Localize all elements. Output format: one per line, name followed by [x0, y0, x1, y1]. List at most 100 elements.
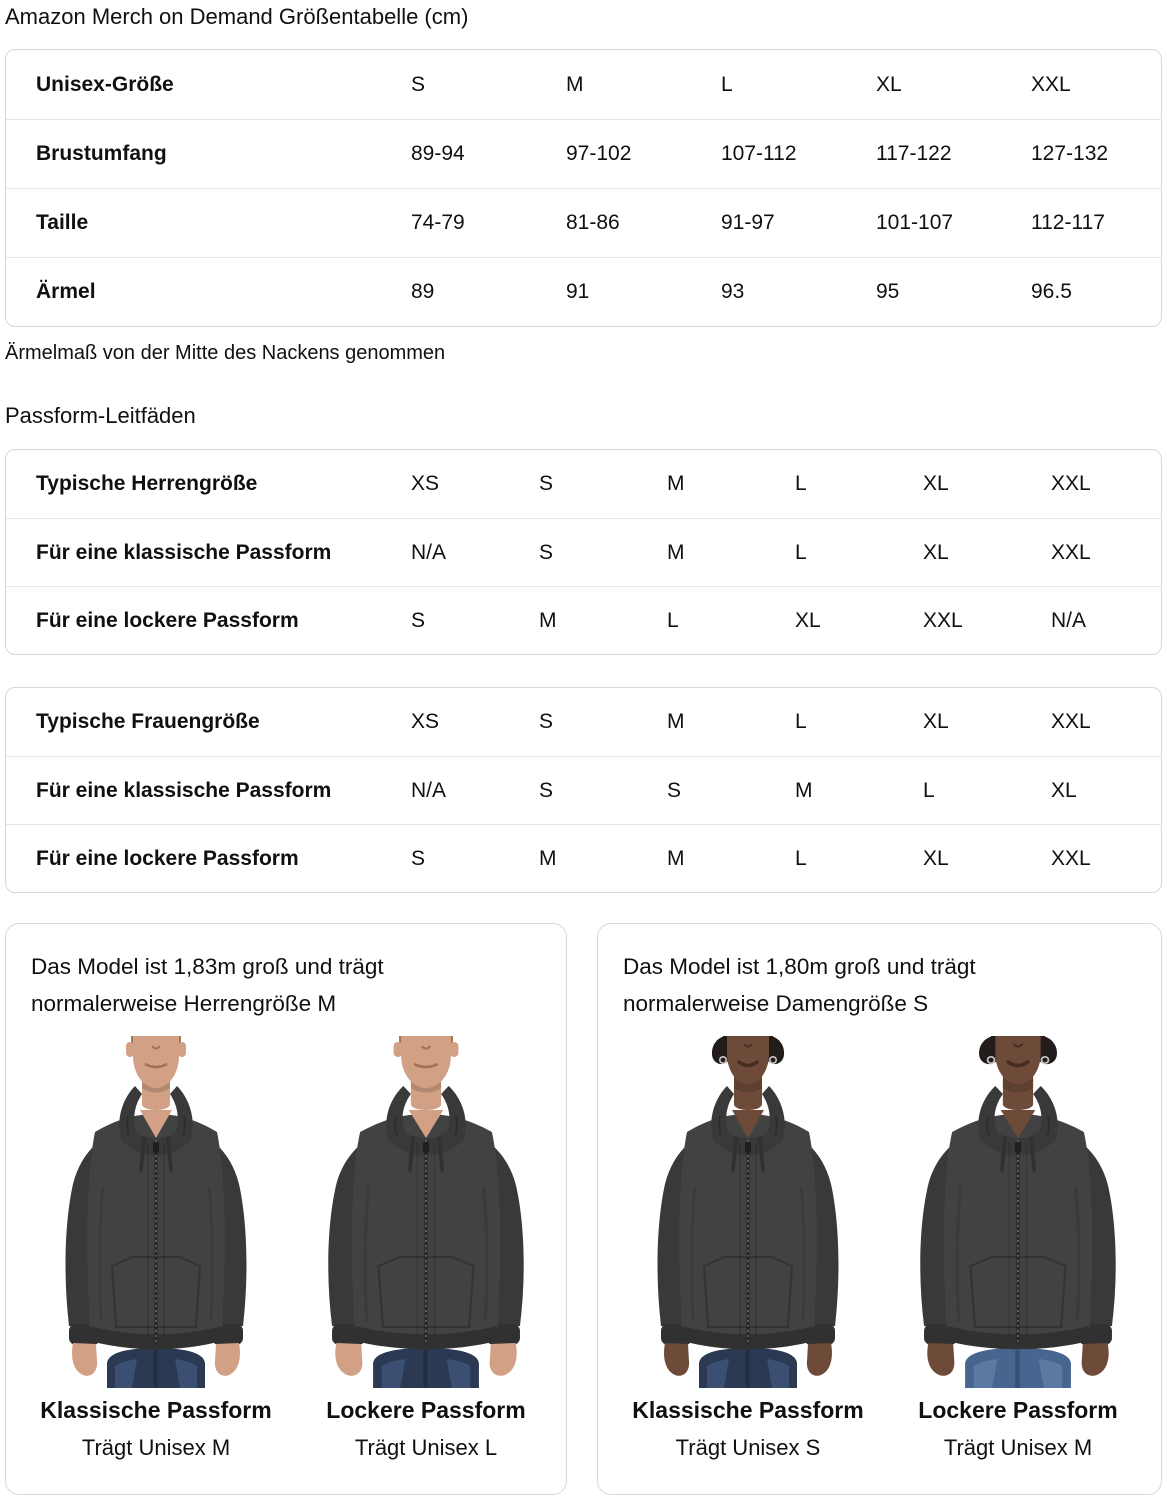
- size-value: XXL: [1051, 540, 1091, 564]
- size-value: XL: [876, 72, 902, 96]
- size-value: 95: [876, 280, 900, 303]
- size-value: XL: [923, 472, 949, 495]
- size-value: S: [539, 778, 554, 802]
- size-value: XXL: [1031, 72, 1071, 96]
- size-value: 97-102: [566, 142, 632, 165]
- size-value: XS: [411, 472, 440, 495]
- fit-type-caption: Lockere Passform: [918, 1397, 1118, 1423]
- size-value: L: [667, 608, 679, 632]
- size-value: XL: [923, 540, 949, 564]
- size-value: L: [795, 540, 807, 564]
- size-value: S: [411, 846, 426, 870]
- size-value: S: [539, 710, 554, 733]
- size-value: S: [667, 778, 682, 802]
- size-value: 89: [411, 280, 435, 303]
- table-row: Typische Frauengröße XS S M L XL XXL: [6, 688, 1161, 756]
- row-label: Typische Frauengröße: [36, 710, 260, 733]
- size-value: XL: [1051, 778, 1077, 802]
- table-row: Taille 74-79 81-86 91-97 101-107 112-117: [6, 188, 1161, 257]
- model-card-heading: Das Model ist 1,83m groß und trägt norma…: [31, 954, 384, 1016]
- size-value: XXL: [923, 608, 963, 632]
- model-cards-row: Das Model ist 1,83m groß und trägt norma…: [5, 923, 1162, 1495]
- sleeve-measure-note: Ärmelmaß von der Mitte des Nackens genom…: [5, 342, 446, 364]
- size-value: S: [539, 540, 554, 564]
- row-label: Für eine lockere Passform: [36, 846, 299, 870]
- worn-size-caption: Trägt Unisex L: [354, 1435, 498, 1460]
- size-value: XL: [795, 608, 821, 632]
- row-label: Ärmel: [36, 280, 96, 303]
- size-value: 91: [566, 280, 590, 303]
- row-label: Typische Herrengröße: [36, 472, 258, 495]
- size-value: M: [539, 608, 557, 632]
- table-row: Ärmel 89 91 93 95 96.5: [6, 257, 1161, 326]
- table-row: Für eine klassische Passform N/A S S M L…: [6, 756, 1161, 824]
- table-row: Unisex-Größe S M L XL XXL: [6, 50, 1161, 119]
- size-value: XL: [923, 846, 949, 870]
- size-value: N/A: [411, 778, 447, 802]
- mens-model-card: Das Model ist 1,83m groß und trägt norma…: [5, 923, 567, 1495]
- table-row: Für eine klassische Passform N/A S M L X…: [6, 518, 1161, 586]
- size-value: 91-97: [721, 211, 775, 234]
- size-value: M: [566, 72, 584, 96]
- size-value: M: [539, 846, 557, 870]
- size-value: 74-79: [411, 211, 465, 234]
- row-label: Brustumfang: [36, 142, 167, 165]
- fit-type-caption: Klassische Passform: [632, 1397, 864, 1423]
- unisex-size-table: Unisex-Größe S M L XL XXL Brustumfang 89…: [5, 49, 1162, 327]
- size-value: S: [539, 472, 554, 495]
- photo-row: Klassische Passform Trägt Unisex S Locke…: [623, 1036, 1151, 1462]
- row-label: Für eine klassische Passform: [36, 778, 332, 802]
- model-photo-mens-classic: Klassische Passform Trägt Unisex M: [31, 1036, 281, 1462]
- model-card-heading: Das Model ist 1,80m groß und trägt norma…: [623, 954, 976, 1016]
- fit-type-caption: Klassische Passform: [40, 1397, 272, 1423]
- table-row: Typische Herrengröße XS S M L XL XXL: [6, 450, 1161, 518]
- size-value: S: [411, 608, 426, 632]
- size-value: XXL: [1051, 710, 1091, 733]
- size-value: N/A: [411, 540, 447, 564]
- size-value: 112-117: [1031, 211, 1105, 234]
- size-value: XXL: [1051, 846, 1091, 870]
- size-value: 81-86: [566, 211, 620, 234]
- size-value: M: [795, 778, 813, 802]
- size-value: L: [795, 710, 807, 733]
- worn-size-caption: Trägt Unisex M: [81, 1435, 231, 1460]
- table-row: Für eine lockere Passform S M L XL XXL N…: [6, 586, 1161, 654]
- size-value: M: [667, 710, 685, 733]
- worn-size-caption: Trägt Unisex S: [675, 1435, 821, 1460]
- size-value: 89-94: [411, 142, 465, 165]
- size-value: L: [923, 778, 935, 802]
- size-value: 96.5: [1031, 280, 1072, 303]
- size-value: M: [667, 472, 685, 495]
- fit-guides-heading: Passform-Leitfäden: [5, 403, 196, 428]
- table-row: Für eine lockere Passform S M M L XL XXL: [6, 824, 1161, 892]
- model-photo-womens-loose: Lockere Passform Trägt Unisex M: [893, 1036, 1143, 1462]
- size-value: XL: [923, 710, 949, 733]
- size-value: L: [795, 472, 807, 495]
- size-value: XXL: [1051, 472, 1091, 495]
- table-row: Brustumfang 89-94 97-102 107-112 117-122…: [6, 119, 1161, 188]
- mens-fit-table: Typische Herrengröße XS S M L XL XXL Für…: [5, 449, 1162, 655]
- size-value: 107-112: [721, 142, 797, 165]
- model-photo-womens-classic: Klassische Passform Trägt Unisex S: [623, 1036, 873, 1462]
- photo-row: Klassische Passform Trägt Unisex M Locke…: [31, 1036, 556, 1462]
- size-value: L: [795, 846, 807, 870]
- size-value: 127-132: [1031, 142, 1109, 165]
- hoodie-model-illustration: [301, 1036, 551, 1388]
- hoodie-model-illustration: [893, 1036, 1143, 1388]
- size-value: 101-107: [876, 211, 954, 234]
- size-value: 93: [721, 280, 745, 303]
- size-value: L: [721, 72, 733, 96]
- size-value: S: [411, 72, 426, 96]
- fit-type-caption: Lockere Passform: [326, 1397, 526, 1423]
- size-value: N/A: [1051, 608, 1087, 632]
- row-label: Taille: [36, 211, 89, 234]
- model-photo-mens-loose: Lockere Passform Trägt Unisex L: [301, 1036, 551, 1462]
- size-value: XS: [411, 710, 440, 733]
- row-label: Unisex-Größe: [36, 72, 174, 96]
- worn-size-caption: Trägt Unisex M: [943, 1435, 1093, 1460]
- womens-model-card: Das Model ist 1,80m groß und trägt norma…: [597, 923, 1162, 1495]
- hoodie-model-illustration: [623, 1036, 873, 1388]
- size-value: M: [667, 540, 685, 564]
- hoodie-model-illustration: [31, 1036, 281, 1388]
